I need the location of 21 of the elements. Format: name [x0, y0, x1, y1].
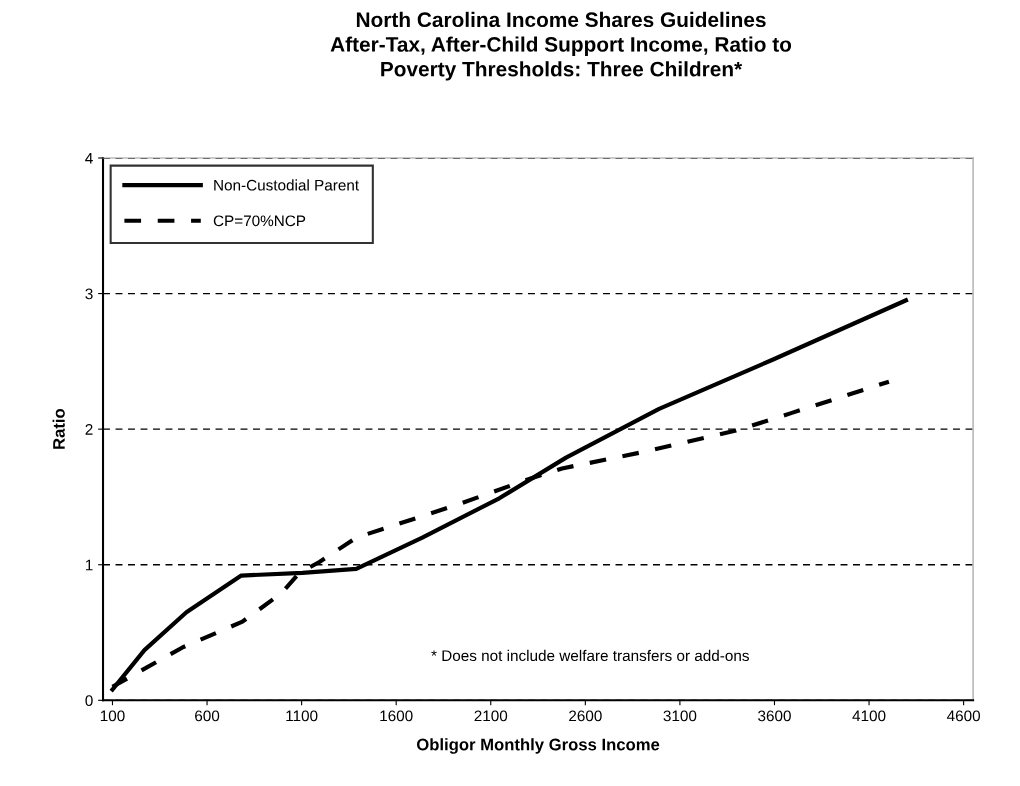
- x-tick-label: 2100: [474, 710, 508, 722]
- y-tick-label: 2: [85, 424, 93, 435]
- legend-label: CP=70%NCP: [213, 215, 306, 227]
- y-tick-label: 0: [85, 695, 93, 707]
- y-tick-label: 4: [85, 153, 93, 164]
- x-tick-label: 600: [195, 710, 220, 722]
- y-tick-label: 1: [85, 559, 93, 571]
- x-tick-label: 1100: [286, 710, 318, 722]
- x-tick-label: 4600: [946, 710, 981, 722]
- chart-title: North Carolina Income Shares Guidelines After-Tax, After-Child Support Income, Ratio to Poverty Thresholds: Three Children*: [330, 11, 792, 81]
- legend-label: Non-Custodial Parent: [214, 179, 359, 191]
- y-axis-title: Ratio: [52, 408, 65, 449]
- annotation: * Does not include welfare transfers or add-ons: [431, 649, 749, 662]
- x-tick-label: 3100: [663, 710, 697, 722]
- x-tick-label: 1600: [380, 710, 413, 722]
- x-axis-title: Obligor Monthly Gross Income: [416, 738, 660, 754]
- x-tick-label: 100: [100, 710, 125, 722]
- y-tick-label: 3: [85, 288, 93, 300]
- x-tick-label: 4100: [852, 710, 886, 722]
- x-tick-label: 2600: [569, 710, 602, 722]
- x-tick-label: 3600: [758, 710, 791, 722]
